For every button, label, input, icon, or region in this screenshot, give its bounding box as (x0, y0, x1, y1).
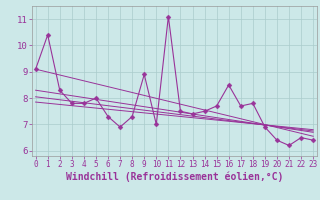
X-axis label: Windchill (Refroidissement éolien,°C): Windchill (Refroidissement éolien,°C) (66, 172, 283, 182)
